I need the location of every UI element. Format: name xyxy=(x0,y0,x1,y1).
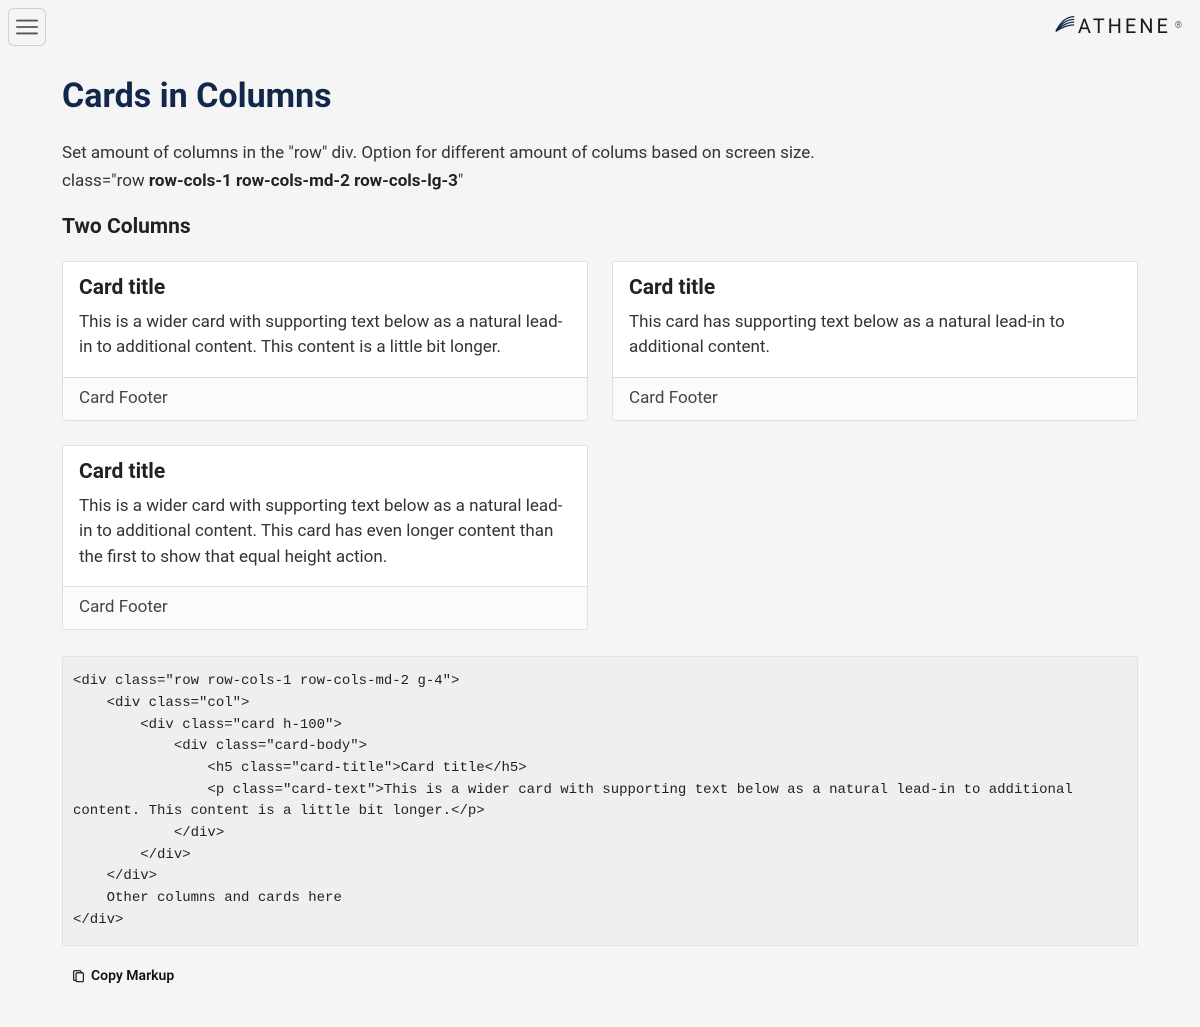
topbar: ATHENE ® xyxy=(0,0,1200,46)
card-body: Card title This is a wider card with sup… xyxy=(63,262,587,377)
logo-mark-icon xyxy=(1054,14,1076,38)
copy-markup-label: Copy Markup xyxy=(91,968,174,984)
hamburger-menu-button[interactable] xyxy=(8,8,46,46)
intro-line-1: Set amount of columns in the "row" div. … xyxy=(62,140,1138,166)
card-footer: Card Footer xyxy=(63,377,587,420)
card-body: Card title This card has supporting text… xyxy=(613,262,1137,377)
card-column: Card title This card has supporting text… xyxy=(612,261,1138,421)
card-text: This card has supporting text below as a… xyxy=(629,310,1121,361)
copy-icon xyxy=(72,969,85,983)
brand-logo: ATHENE ® xyxy=(1054,8,1182,38)
card-footer: Card Footer xyxy=(63,586,587,629)
intro-line-2: class="row row-cols-1 row-cols-md-2 row-… xyxy=(62,168,1138,194)
main-container: Cards in Columns Set amount of columns i… xyxy=(62,46,1138,1027)
hamburger-icon xyxy=(16,18,38,36)
page-title: Cards in Columns xyxy=(62,76,1138,116)
card-footer: Card Footer xyxy=(613,377,1137,420)
intro-suffix: " xyxy=(458,171,463,191)
card-column: Card title This is a wider card with sup… xyxy=(62,261,588,421)
card-column: Card title This is a wider card with sup… xyxy=(62,445,588,631)
card-title: Card title xyxy=(629,276,1121,300)
code-sample-block: <div class="row row-cols-1 row-cols-md-2… xyxy=(62,656,1138,946)
copy-markup-button[interactable]: Copy Markup xyxy=(62,968,174,984)
card: Card title This card has supporting text… xyxy=(612,261,1138,421)
brand-registered-mark: ® xyxy=(1175,21,1182,31)
intro-bold-classes: row-cols-1 row-cols-md-2 row-cols-lg-3 xyxy=(149,171,458,191)
card: Card title This is a wider card with sup… xyxy=(62,445,588,631)
intro-prefix: class="row xyxy=(62,171,149,191)
card: Card title This is a wider card with sup… xyxy=(62,261,588,421)
cards-row: Card title This is a wider card with sup… xyxy=(62,261,1138,631)
card-text: This is a wider card with supporting tex… xyxy=(79,310,571,361)
card-title: Card title xyxy=(79,276,571,300)
card-text: This is a wider card with supporting tex… xyxy=(79,494,571,571)
brand-name: ATHENE xyxy=(1078,14,1171,38)
card-title: Card title xyxy=(79,460,571,484)
card-body: Card title This is a wider card with sup… xyxy=(63,446,587,587)
section-title: Two Columns xyxy=(62,215,1138,239)
